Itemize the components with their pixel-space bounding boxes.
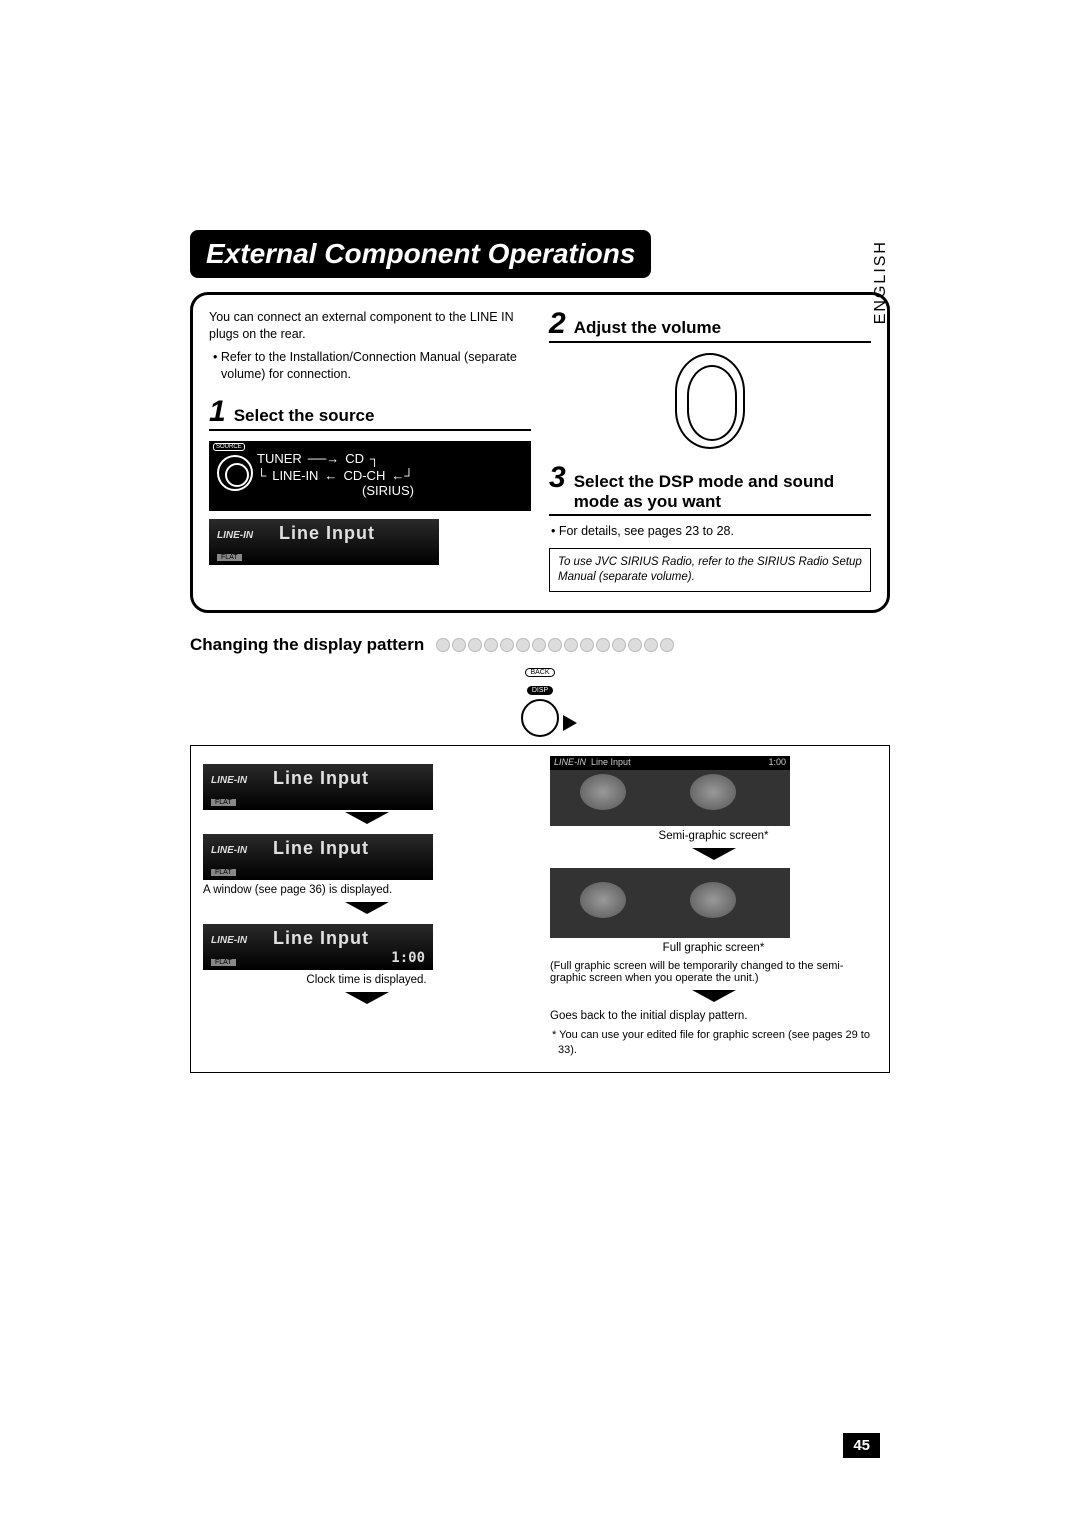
display-section-title: Changing the display pattern — [190, 635, 424, 655]
intro-bullet: • Refer to the Installation/Connection M… — [209, 349, 531, 383]
src-linein: LINE-IN — [272, 468, 318, 483]
step-2-heading: 2 Adjust the volume — [549, 309, 871, 343]
step-3-number: 3 — [549, 463, 566, 493]
src-sirius: (SIRIUS) — [257, 483, 519, 498]
sirius-note-box: To use JVC SIRIUS Radio, refer to the SI… — [549, 548, 871, 592]
page-title: External Component Operations — [190, 230, 651, 278]
corner-icon: └ — [257, 468, 266, 483]
arrow-icon: ──→ — [308, 451, 339, 466]
lcd-clock: 1:00 — [391, 950, 425, 966]
lcd-flat-badge: FLAT — [211, 799, 236, 806]
screen-tag: LINE-IN — [554, 757, 586, 767]
display-section-heading: Changing the display pattern — [190, 635, 890, 655]
lcd-flat-badge: FLAT — [211, 869, 236, 876]
lcd-main-text: Line Input — [273, 928, 369, 949]
graphic-image-icon — [580, 774, 626, 810]
main-steps-frame: You can connect an external component to… — [190, 292, 890, 613]
disp-knob-icon — [521, 699, 559, 737]
step-1-heading: 1 Select the source — [209, 397, 531, 431]
caption-clock: Clock time is displayed. — [203, 974, 530, 986]
intro-text: You can connect an external component to… — [209, 309, 531, 343]
source-knob-label: SOURCE — [213, 443, 245, 451]
arrow-icon: ←┘ — [391, 468, 413, 483]
lcd-tag: LINE-IN — [211, 775, 247, 786]
screen-label: Line Input — [591, 757, 631, 767]
down-arrow-icon — [692, 848, 736, 862]
lcd-pattern-2: LINE-IN Line Input FLAT — [203, 834, 433, 880]
semi-graphic-screen: LINE-IN Line Input 1:00 — [550, 756, 790, 826]
step-3-title: Select the DSP mode and sound mode as yo… — [574, 472, 871, 512]
disp-button-diagram: BACK DISP — [505, 661, 575, 737]
graphic-image-icon — [690, 882, 736, 918]
lcd-main-text: Line Input — [279, 523, 375, 544]
down-arrow-icon — [345, 992, 389, 1006]
lcd-tag: LINE-IN — [211, 935, 247, 946]
down-arrow-icon — [345, 902, 389, 916]
step-2-title: Adjust the volume — [574, 318, 721, 338]
arrow-icon: ← — [324, 468, 337, 483]
graphic-image-icon — [580, 882, 626, 918]
full-graphic-screen — [550, 868, 790, 938]
lcd-flat-badge: FLAT — [217, 554, 242, 561]
source-knob-icon — [217, 455, 253, 491]
src-tuner: TUNER — [257, 451, 302, 466]
display-patterns-frame: LINE-IN Line Input FLAT LINE-IN Line Inp… — [190, 745, 890, 1073]
lcd-flat-badge: FLAT — [211, 959, 236, 966]
back-label: BACK — [525, 668, 554, 677]
decorative-dots — [436, 638, 674, 652]
lcd-pattern-3: LINE-IN Line Input FLAT 1:00 — [203, 924, 433, 970]
down-arrow-icon — [345, 812, 389, 826]
lcd-screen-1: LINE-IN Line Input FLAT — [209, 519, 439, 565]
src-cdch: CD-CH — [343, 468, 385, 483]
step-1-number: 1 — [209, 397, 226, 427]
graphic-footnote: * You can use your edited file for graph… — [550, 1028, 877, 1058]
src-cd: CD — [345, 451, 364, 466]
volume-knob-icon — [675, 353, 745, 449]
caption-goes-back: Goes back to the initial display pattern… — [550, 1010, 877, 1022]
step-1-title: Select the source — [234, 406, 375, 426]
corner-icon: ┐ — [370, 451, 379, 466]
lcd-tag: LINE-IN — [211, 845, 247, 856]
lcd-tag: LINE-IN — [217, 530, 253, 541]
source-cycle-diagram: SOURCE TUNER ──→ CD ┐ └ LINE-IN ← CD-CH … — [209, 441, 531, 511]
lcd-main-text: Line Input — [273, 768, 369, 789]
disp-label: DISP — [527, 686, 553, 695]
caption-full-note: (Full graphic screen will be temporarily… — [550, 960, 877, 984]
graphic-image-icon — [690, 774, 736, 810]
caption-semi: Semi-graphic screen* — [550, 830, 877, 842]
down-arrow-icon — [692, 990, 736, 1004]
page-number: 45 — [843, 1433, 880, 1458]
lcd-main-text: Line Input — [273, 838, 369, 859]
screen-time: 1:00 — [768, 757, 786, 769]
caption-window: A window (see page 36) is displayed. — [203, 884, 530, 896]
caption-full: Full graphic screen* — [550, 942, 877, 954]
step-3-heading: 3 Select the DSP mode and sound mode as … — [549, 463, 871, 516]
step-3-detail: • For details, see pages 23 to 28. — [549, 524, 871, 538]
step-2-number: 2 — [549, 309, 566, 339]
lcd-pattern-1: LINE-IN Line Input FLAT — [203, 764, 433, 810]
language-tab: ENGLISH — [872, 240, 890, 324]
